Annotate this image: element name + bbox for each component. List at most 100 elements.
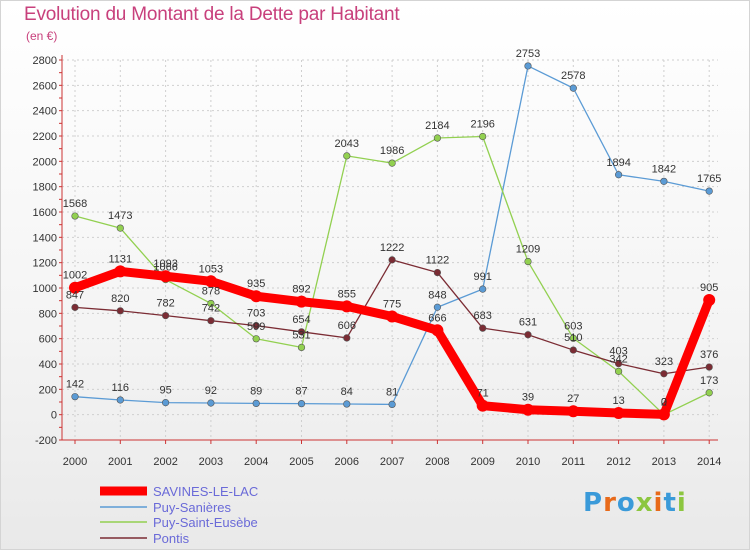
series-point-2 [207, 299, 215, 308]
y-tick-label: 2800 [33, 55, 57, 67]
value-label-3: 782 [156, 298, 174, 310]
value-label-3: 1222 [380, 242, 404, 254]
value-label-1: 2578 [561, 70, 585, 82]
value-label-3: 742 [202, 303, 220, 315]
value-label-0: 13 [612, 395, 624, 407]
value-label-0: 892 [292, 284, 310, 296]
x-tick-label: 2008 [425, 456, 449, 468]
value-label-0: 1093 [153, 258, 177, 270]
x-tick-label: 2004 [244, 456, 268, 468]
value-label-2: 2184 [425, 120, 449, 132]
series-point-3 [71, 303, 79, 311]
x-tick-label: 2005 [289, 456, 313, 468]
x-tick-label: 2002 [153, 456, 177, 468]
series-point-2 [614, 367, 623, 375]
series-point-2 [569, 334, 577, 342]
series-point-3 [207, 317, 215, 325]
series-point-2 [116, 224, 124, 232]
series-point-1 [524, 62, 532, 70]
x-tick-label: 2001 [108, 456, 132, 468]
logo-letter: P [583, 488, 604, 518]
value-label-0: 905 [700, 282, 718, 294]
value-label-2: 1066 [153, 262, 177, 274]
series-point-3 [705, 363, 713, 371]
x-tick-label: 2003 [199, 456, 223, 468]
series-point-0 [204, 275, 217, 288]
value-label-1: 2753 [516, 48, 540, 60]
series-point-2 [388, 159, 396, 167]
chart-title: Evolution du Montant de la Dette par Hab… [24, 4, 400, 25]
value-label-1: 92 [205, 385, 217, 397]
value-label-3: 631 [519, 317, 537, 329]
series-point-3 [116, 307, 124, 315]
series-point-2 [479, 132, 487, 141]
series-point-2 [297, 343, 306, 352]
x-tick-label: 2007 [380, 456, 404, 468]
series-point-0 [431, 324, 444, 337]
series-point-2 [252, 335, 260, 343]
logo-letter: r [603, 488, 617, 518]
value-label-1: 1894 [606, 157, 630, 169]
x-tick-label: 2012 [606, 456, 630, 468]
x-tick-label: 2014 [697, 456, 721, 468]
series-point-0 [386, 310, 399, 323]
value-label-1: 848 [428, 289, 446, 301]
y-tick-label: 600 [39, 334, 57, 346]
series-point-0 [69, 281, 81, 294]
value-label-2: 2196 [470, 119, 494, 131]
series-point-1 [71, 393, 79, 401]
series-point-1 [297, 400, 306, 408]
series-point-1 [343, 400, 351, 408]
series-point-0 [612, 407, 625, 420]
value-label-1: 87 [295, 386, 307, 398]
series-point-1 [207, 399, 215, 407]
value-label-1: 991 [474, 271, 492, 283]
value-label-2: 173 [700, 375, 718, 387]
series-point-1 [252, 399, 260, 407]
value-label-0: 27 [567, 393, 579, 405]
series-point-3 [524, 331, 532, 339]
value-label-2: 603 [564, 320, 582, 332]
legend: SAVINES-LE-LACPuy-SanièresPuy-Saint-Eusè… [100, 484, 258, 546]
value-label-0: 855 [338, 288, 356, 300]
logo-letter: x [635, 488, 654, 518]
series-point-2 [524, 257, 532, 266]
value-label-3: 820 [111, 293, 129, 305]
logo-letter: t [663, 488, 677, 518]
series-point-1 [388, 400, 396, 409]
value-label-2: 1209 [516, 244, 540, 256]
value-label-3: 683 [474, 310, 492, 322]
value-label-0: 71 [477, 388, 489, 400]
series-point-0 [114, 265, 127, 278]
value-label-3: 323 [655, 356, 673, 368]
value-label-3: 654 [292, 314, 310, 326]
y-tick-label: -200 [35, 435, 57, 447]
series-point-3 [388, 256, 396, 264]
value-label-3: 376 [700, 349, 718, 361]
series-point-1 [705, 187, 713, 195]
chart-unit: (en €) [26, 29, 58, 43]
y-tick-label: 1800 [33, 182, 57, 194]
x-tick-label: 2011 [561, 456, 585, 468]
series-point-3 [569, 346, 577, 354]
legend-label-2: Puy-Saint-Eusèbe [153, 515, 258, 530]
value-label-0: 666 [428, 312, 446, 324]
series-point-3 [660, 370, 668, 378]
series-point-1 [433, 303, 442, 311]
series-point-3 [343, 334, 351, 342]
value-label-2: 342 [609, 353, 627, 365]
y-tick-label: 0 [51, 410, 57, 422]
logo-letter: i [676, 488, 687, 518]
series-point-3 [433, 268, 442, 277]
y-tick-label: 1400 [33, 232, 57, 244]
series-point-1 [479, 285, 487, 293]
value-label-0: 1053 [199, 263, 223, 275]
value-label-1: 1765 [697, 173, 721, 185]
series-point-2 [343, 152, 351, 160]
logo-letter: i [653, 488, 664, 518]
legend-label-0: SAVINES-LE-LAC [153, 484, 258, 499]
value-label-0: 1131 [108, 253, 132, 265]
y-tick-label: 1000 [33, 283, 57, 295]
